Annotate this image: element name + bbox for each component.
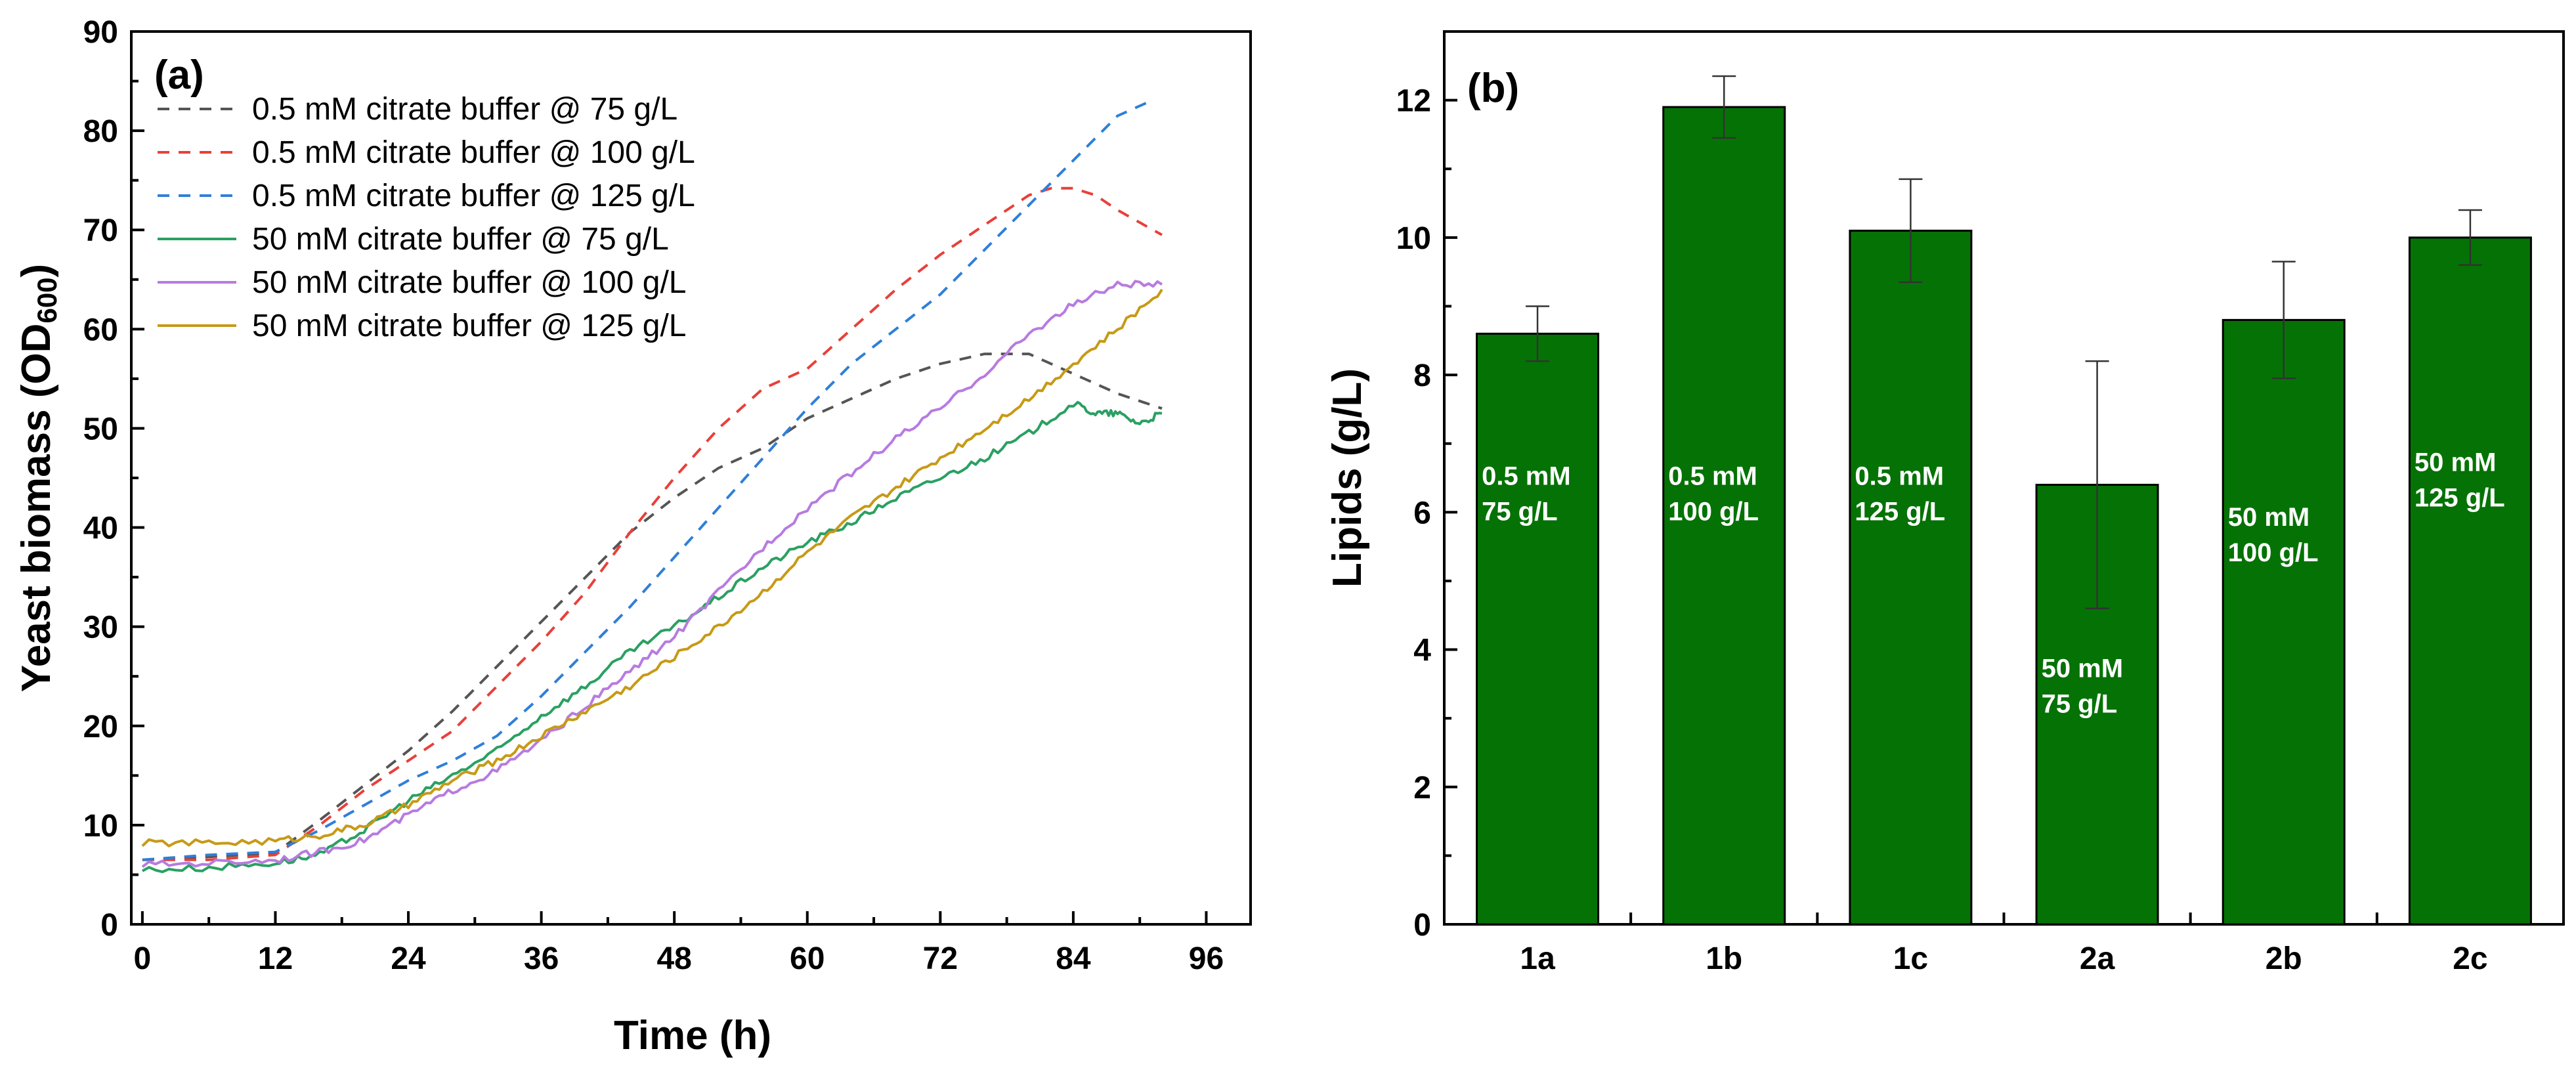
plot-a-y-axis-label: Yeast biomass (OD600) (14, 264, 62, 692)
series-line-3 (142, 99, 1151, 861)
y-tick-label: 90 (83, 15, 118, 50)
plot-a-panel-label: (a) (154, 53, 204, 98)
plot-a-x-axis-label: Time (h) (614, 1013, 771, 1058)
x-tick-label: 84 (1056, 941, 1091, 976)
x-tick-label: 0 (134, 941, 152, 976)
x-tick-label: 24 (391, 941, 426, 976)
legend-label-2: 0.5 mM citrate buffer @ 100 g/L (252, 135, 695, 170)
bar-annotation-line2-2a: 75 g/L (2042, 689, 2118, 718)
legend-label-1: 0.5 mM citrate buffer @ 75 g/L (252, 92, 677, 127)
y-tick-label: 70 (83, 213, 118, 248)
plot-a-y-axis-label-subscript: 600 (32, 277, 62, 323)
y-tick-label: 8 (1413, 358, 1431, 393)
bar-annotation-line1-2a: 50 mM (2042, 654, 2124, 683)
x-tick-label: 72 (923, 941, 958, 976)
x-tick-label: 12 (258, 941, 293, 976)
series-line-1 (142, 353, 1163, 861)
panel-a-line-chart: 0 12 24 36 48 60 72 84 96 0 10 20 30 40 50 60 70 80 90 (a)… (14, 15, 1252, 1058)
series-line-2 (142, 186, 1163, 861)
legend-label-3: 0.5 mM citrate buffer @ 125 g/L (252, 179, 695, 213)
series-line-4 (141, 400, 1163, 874)
bar-1b (1662, 106, 1786, 926)
y-tick-label: 6 (1413, 496, 1431, 530)
x-tick-label: 2a (2080, 941, 2115, 976)
bar-2c (2408, 236, 2532, 926)
x-tick-label: 48 (656, 941, 691, 976)
plot-a-legend: 0.5 mM citrate buffer @ 75 g/L 0.5 mM cit… (158, 92, 695, 343)
legend-label-6: 50 mM citrate buffer @ 125 g/L (252, 309, 687, 343)
bar-annotation-line2-1a: 75 g/L (1482, 497, 1558, 526)
bar-annotation-line1-1b: 0.5 mM (1668, 462, 1757, 490)
plot-a-axis-ticks: 0 12 24 36 48 60 72 84 96 0 10 20 30 40 50 60 70 80 90 (83, 15, 1224, 976)
bar-annotation-line1-2c: 50 mM (2415, 448, 2497, 477)
y-tick-label: 20 (83, 710, 118, 744)
y-tick-label: 10 (1396, 221, 1431, 256)
bar-annotation-line2-1c: 125 g/L (1855, 497, 1945, 526)
plot-a-series-group (141, 99, 1163, 874)
y-tick-label: 60 (83, 312, 118, 347)
plot-a-y-axis-label-close: ) (14, 264, 59, 278)
bar-1a (1476, 332, 1600, 926)
y-tick-label: 0 (100, 908, 118, 943)
bar-annotation-line2-2b: 100 g/L (2228, 538, 2319, 567)
y-tick-label: 12 (1396, 84, 1431, 119)
plot-b-panel-label: (b) (1467, 66, 1519, 111)
x-tick-label: 60 (790, 941, 825, 976)
plot-a-y-axis-label-main: Yeast biomass (OD (14, 324, 59, 693)
x-tick-label: 2c (2453, 941, 2487, 976)
x-tick-label: 1a (1520, 941, 1555, 976)
bar-annotation-line1-2b: 50 mM (2228, 503, 2310, 532)
legend-label-5: 50 mM citrate buffer @ 100 g/L (252, 265, 687, 300)
y-tick-label: 10 (83, 809, 118, 844)
x-tick-label: 1b (1706, 941, 1742, 976)
bar-2b (2222, 318, 2346, 926)
plot-b-bars-group: 1a 0.5 mM 75 g/L 1b 0.5 mM 100 g/L 1c 0.5 mM 125… (1476, 75, 2532, 976)
bar-annotation-line1-1c: 0.5 mM (1855, 462, 1944, 490)
bar-annotation-line2-2c: 125 g/L (2415, 484, 2505, 513)
plot-b-y-axis-label: Lipids (g/L) (1325, 368, 1370, 588)
x-tick-label: 1c (1893, 941, 1928, 976)
y-tick-label: 50 (83, 412, 118, 446)
bar-annotation-line1-1a: 0.5 mM (1482, 462, 1571, 490)
x-tick-label: 2b (2265, 941, 2302, 976)
legend-label-4: 50 mM citrate buffer @ 75 g/L (252, 222, 669, 257)
bar-annotation-line2-1b: 100 g/L (1668, 497, 1759, 526)
series-line-6 (141, 288, 1163, 848)
y-tick-label: 0 (1413, 908, 1431, 943)
bar-1c (1849, 229, 1973, 926)
plot-b-axis-ticks: 0 2 4 6 8 10 12 (1396, 84, 2378, 943)
y-tick-label: 80 (83, 114, 118, 149)
y-tick-label: 30 (83, 611, 118, 645)
x-tick-label: 36 (524, 941, 559, 976)
x-tick-label: 96 (1189, 941, 1224, 976)
y-tick-label: 2 (1413, 771, 1431, 806)
plot-b-frame (1443, 30, 2565, 926)
y-tick-label: 40 (83, 511, 118, 546)
series-line-5 (141, 280, 1163, 869)
y-tick-label: 4 (1413, 634, 1431, 668)
